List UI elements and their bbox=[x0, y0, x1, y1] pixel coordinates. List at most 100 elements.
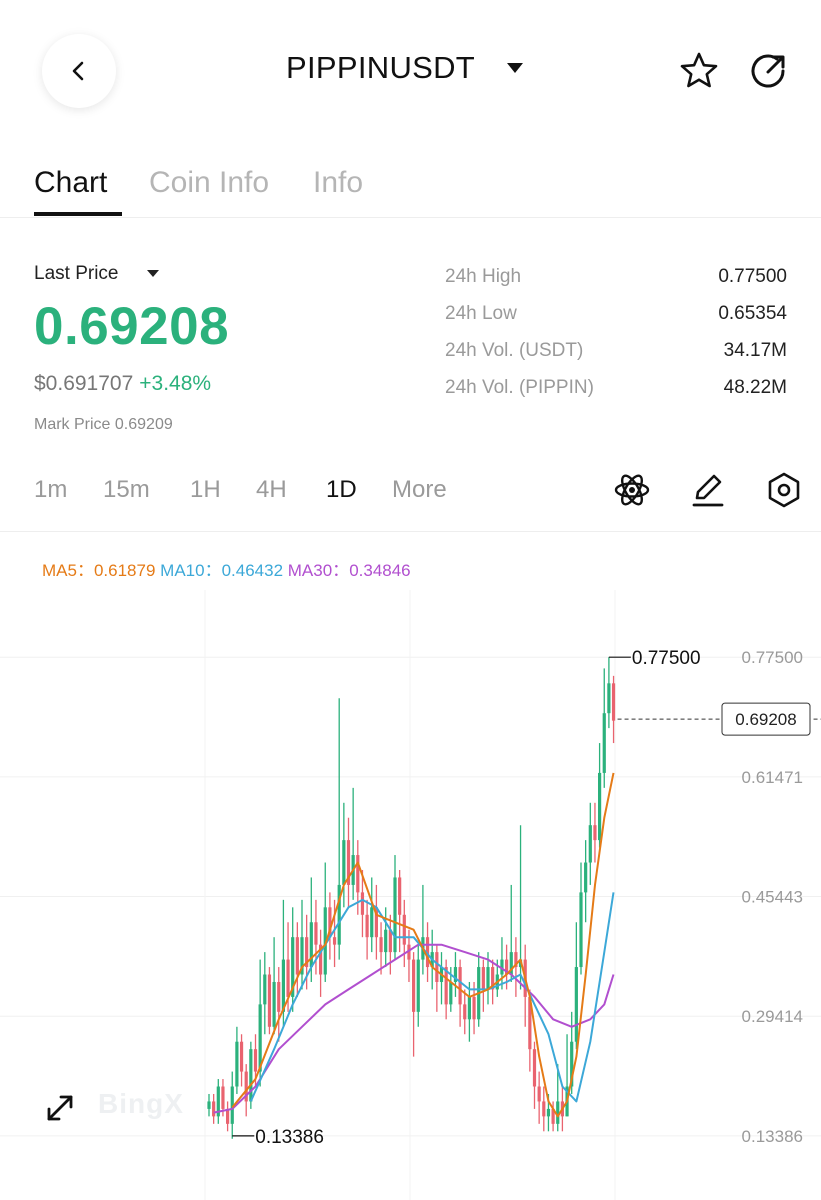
candlestick-chart[interactable]: 0.77500 0.61471 0.45443 0.29414 0.13386 0.692… bbox=[0, 590, 821, 1200]
price-axis: 0.77500 0.61471 0.45443 0.29414 0.13386 0.692… bbox=[617, 648, 821, 1146]
candle bbox=[365, 914, 369, 938]
candle bbox=[384, 929, 388, 953]
candle bbox=[235, 1041, 239, 1087]
expand-icon[interactable] bbox=[42, 1090, 78, 1126]
candle bbox=[607, 683, 611, 714]
candle bbox=[425, 937, 430, 968]
y-tick-label: 0.29414 bbox=[742, 1007, 803, 1026]
candle bbox=[258, 1004, 262, 1072]
pencil-icon[interactable] bbox=[688, 470, 728, 510]
candle bbox=[491, 967, 495, 990]
candle bbox=[551, 1108, 555, 1124]
candle bbox=[253, 1049, 258, 1072]
candle bbox=[449, 981, 453, 1005]
symbol-title[interactable]: PIPPINUSDT bbox=[286, 50, 476, 85]
interval-bar: 1m 15m 1H 4H 1D More bbox=[0, 468, 821, 532]
hexagon-settings-icon[interactable] bbox=[764, 470, 804, 510]
candle bbox=[542, 1101, 546, 1117]
star-icon[interactable] bbox=[678, 50, 720, 92]
interval-1m[interactable]: 1m bbox=[34, 476, 68, 503]
candle bbox=[593, 825, 597, 841]
interval-more[interactable]: More bbox=[392, 476, 447, 503]
stat-value: 0.77500 bbox=[718, 266, 787, 287]
last-price-selector[interactable]: Last Price bbox=[34, 263, 119, 284]
ma30-line bbox=[213, 943, 615, 1114]
stat-row: 24h High 0.77500 bbox=[445, 266, 787, 303]
candle bbox=[309, 922, 313, 968]
candle bbox=[337, 884, 341, 945]
stat-value: 48.22M bbox=[723, 377, 787, 398]
ma-legend: MA5：0.61879 MA10：0.46432 MA30：0.34846 bbox=[42, 556, 411, 581]
candles bbox=[207, 657, 616, 1139]
candle bbox=[467, 996, 471, 1020]
candle bbox=[370, 907, 374, 938]
interval-1d[interactable]: 1D bbox=[326, 476, 357, 503]
candle bbox=[584, 862, 588, 893]
candle bbox=[356, 855, 360, 893]
ma-lines bbox=[213, 772, 615, 1118]
candle bbox=[611, 683, 616, 721]
candle bbox=[435, 952, 439, 982]
candle bbox=[588, 825, 592, 863]
candle bbox=[212, 1101, 216, 1117]
candle bbox=[281, 959, 285, 1012]
candle bbox=[272, 981, 276, 1027]
usd-price: $0.691707 bbox=[34, 372, 134, 395]
candle bbox=[579, 892, 583, 968]
candle bbox=[453, 967, 458, 982]
ma10-line bbox=[249, 892, 615, 1103]
candle bbox=[374, 907, 378, 938]
candle bbox=[286, 959, 290, 997]
candle bbox=[509, 952, 513, 975]
candle bbox=[244, 1071, 248, 1102]
stat-row: 24h Vol. (PIPPIN) 48.22M bbox=[445, 377, 787, 414]
high-marker-label: 0.77500 bbox=[632, 648, 701, 669]
candle bbox=[416, 959, 420, 1012]
mark-price: Mark Price 0.69209 bbox=[34, 416, 173, 433]
atom-icon[interactable] bbox=[612, 470, 652, 510]
candle bbox=[332, 937, 337, 945]
candle bbox=[319, 944, 323, 975]
interval-1h[interactable]: 1H bbox=[190, 476, 221, 503]
y-tick-label: 0.45443 bbox=[742, 888, 803, 907]
interval-15m[interactable]: 15m bbox=[103, 476, 150, 503]
y-tick-label: 0.61471 bbox=[742, 768, 803, 787]
ma5-label: MA5： bbox=[42, 561, 94, 580]
candle bbox=[570, 1041, 574, 1087]
candle bbox=[598, 772, 602, 841]
tab-chart[interactable]: Chart bbox=[34, 166, 108, 199]
stat-value: 0.65354 bbox=[718, 303, 787, 324]
candle bbox=[602, 713, 606, 773]
tab-info[interactable]: Info bbox=[313, 166, 364, 199]
back-button[interactable] bbox=[42, 34, 116, 108]
stat-label: 24h Vol. (USDT) bbox=[445, 340, 584, 361]
candle bbox=[546, 1108, 551, 1117]
candle bbox=[239, 1041, 244, 1072]
candle bbox=[528, 996, 532, 1050]
stat-row: 24h Low 0.65354 bbox=[445, 303, 787, 340]
candle bbox=[393, 877, 397, 953]
caret-down-icon[interactable] bbox=[507, 63, 523, 73]
share-icon[interactable] bbox=[747, 50, 789, 92]
candle bbox=[388, 929, 392, 953]
chevron-left-icon bbox=[72, 61, 84, 81]
tab-bar: Chart Coin Info Info bbox=[0, 160, 821, 218]
extreme-markers: 0.77500 0.13386 bbox=[232, 648, 701, 1148]
caret-down-icon[interactable] bbox=[147, 270, 159, 277]
candle bbox=[532, 1049, 537, 1087]
candle bbox=[398, 877, 402, 915]
candle bbox=[295, 937, 299, 975]
tab-coin-info[interactable]: Coin Info bbox=[149, 166, 270, 199]
candle bbox=[505, 959, 509, 975]
interval-4h[interactable]: 4H bbox=[256, 476, 287, 503]
stat-label: 24h Vol. (PIPPIN) bbox=[445, 377, 594, 398]
candle bbox=[342, 840, 346, 885]
candle bbox=[444, 967, 448, 1005]
candle bbox=[556, 1101, 560, 1124]
ma10-label: MA10： bbox=[160, 561, 222, 580]
candle bbox=[323, 907, 327, 975]
ma30-value: 0.34846 bbox=[349, 561, 411, 580]
stat-value: 34.17M bbox=[723, 340, 787, 361]
candle bbox=[300, 937, 304, 975]
candle bbox=[379, 937, 383, 953]
